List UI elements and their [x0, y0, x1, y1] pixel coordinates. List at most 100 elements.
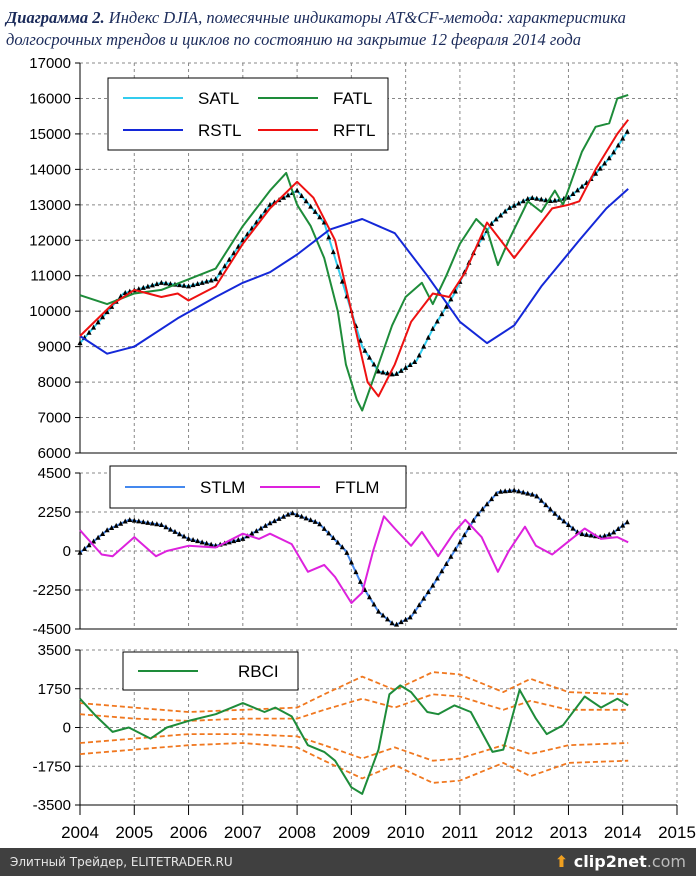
series-satl-marker — [330, 249, 336, 255]
series-stlm-marker — [394, 621, 400, 627]
series-satl-marker — [516, 200, 522, 206]
series-stlm-marker — [195, 538, 201, 544]
legend-label-stlm: STLM — [200, 478, 245, 497]
series-stlm-marker — [262, 522, 268, 528]
series-stlm-marker — [86, 542, 92, 548]
series-satl-marker — [177, 282, 182, 288]
series-satl-marker — [95, 319, 101, 325]
series-satl-marker — [407, 361, 413, 367]
legend-label-rftl: RFTL — [333, 121, 376, 140]
series-stlm-marker — [122, 518, 128, 524]
x-tick-label: 2011 — [442, 823, 479, 842]
y-tick-label: 3500 — [38, 642, 71, 659]
y-tick-label: 13000 — [29, 197, 71, 214]
x-tick-label: 2010 — [387, 823, 425, 842]
series-stlm-marker — [371, 601, 377, 607]
y-tick-label: 4500 — [38, 465, 71, 482]
y-tick-label: 1750 — [38, 681, 71, 698]
series-stlm-marker — [181, 533, 187, 539]
y-tick-label: 9000 — [38, 339, 71, 356]
series-satl-marker — [448, 296, 454, 302]
series-stlm-marker — [299, 513, 305, 519]
series-satl-marker — [525, 196, 531, 202]
series-band-line — [79, 742, 629, 784]
series-stlm-marker — [77, 549, 83, 555]
series-stlm-marker — [452, 546, 458, 552]
series-satl-marker — [339, 278, 345, 284]
series-stlm-marker — [529, 491, 535, 497]
series-satl-marker — [575, 187, 580, 193]
y-tick-label: 16000 — [29, 90, 71, 107]
panel-3: 3500 1750 0 -1750 -3500 2004 2005 2006 2007 2008 2… — [33, 642, 696, 842]
series-band-line — [79, 693, 629, 722]
series-stlm-marker — [565, 522, 571, 527]
series-stlm-marker — [461, 532, 467, 538]
series-satl-marker — [366, 354, 372, 360]
series-satl-marker — [163, 280, 169, 286]
series-stlm-marker — [561, 518, 567, 524]
series-satl-marker — [570, 191, 576, 197]
y-tick-label: 12000 — [29, 232, 71, 249]
upload-arrow-icon: ⬆ — [554, 852, 569, 871]
series-stlm-marker — [149, 520, 155, 526]
x-tick-label: 2004 — [61, 823, 99, 842]
series-stlm-marker — [493, 491, 499, 497]
clip2net-logo[interactable]: ⬆ clip2net.com — [554, 852, 686, 871]
series-stlm-marker — [104, 527, 110, 533]
series-stlm-marker — [366, 594, 372, 600]
series-stlm-marker — [443, 561, 449, 566]
series-satl-marker — [317, 214, 323, 220]
series-stlm-marker — [158, 522, 164, 527]
series-stlm-marker — [100, 530, 106, 536]
series-stlm-marker — [321, 525, 327, 531]
y-tick-label: 2250 — [38, 504, 71, 521]
series-satl-marker — [149, 282, 155, 288]
series-stlm-marker — [534, 493, 540, 499]
series-stlm-marker — [95, 534, 101, 540]
series-satl-marker — [199, 279, 205, 285]
series-satl-marker — [394, 370, 400, 376]
series-stlm-marker — [511, 487, 517, 493]
legend-label-rstl: RSTL — [198, 121, 241, 140]
series-satl-marker — [100, 314, 106, 320]
series-stlm-marker — [199, 539, 205, 545]
series-stlm-marker — [163, 524, 169, 530]
series-satl-marker — [167, 281, 173, 286]
series-satl-marker — [145, 283, 151, 289]
series-stlm-marker — [439, 568, 445, 574]
y-tick-label: 8000 — [38, 374, 71, 391]
series-stlm-marker — [204, 540, 210, 546]
series-satl-marker — [222, 263, 228, 269]
series-stlm-marker — [258, 525, 264, 531]
series-satl-marker — [226, 256, 232, 262]
series-stlm-marker — [226, 539, 232, 545]
series-stlm-marker — [127, 516, 133, 522]
series-satl-line — [79, 129, 630, 376]
series-stlm-marker — [154, 521, 160, 527]
series-satl-marker — [204, 278, 210, 284]
series-rftl-line — [79, 119, 629, 398]
series-stlm-marker — [172, 528, 178, 534]
x-tick-label: 2006 — [170, 823, 208, 842]
title-bold: Диаграмма 2. — [6, 8, 105, 27]
series-stlm-marker — [186, 535, 192, 541]
series-satl-marker — [443, 303, 449, 309]
y-tick-label: 14000 — [29, 161, 71, 178]
series-stlm-marker — [380, 612, 386, 618]
series-stlm-marker — [611, 529, 617, 535]
y-tick-label: -1750 — [33, 758, 71, 775]
series-stlm-marker — [82, 545, 88, 551]
series-stlm-marker — [552, 510, 558, 516]
y-tick-label: 17000 — [29, 55, 71, 72]
series-satl-marker — [489, 220, 495, 226]
series-stlm-marker — [584, 531, 590, 537]
series-satl-marker — [380, 369, 386, 375]
series-stlm-marker — [507, 487, 513, 493]
series-satl-marker — [154, 281, 160, 287]
series-satl-marker — [430, 325, 436, 331]
series-stlm-marker — [317, 521, 323, 527]
series-satl-marker — [529, 195, 535, 201]
series-satl-marker — [104, 309, 110, 315]
panel-1: 17000 16000 15000 14000 13000 12000 11000 10000… — [29, 55, 678, 462]
series-satl-marker — [502, 208, 508, 214]
